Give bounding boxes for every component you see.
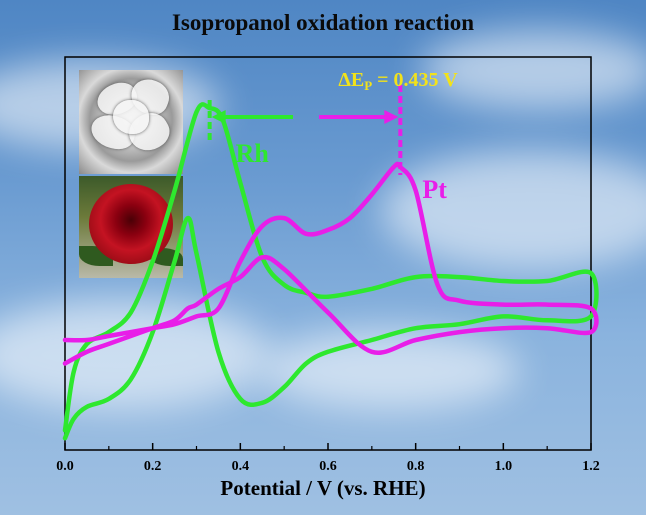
pt-arrow-head xyxy=(384,110,399,124)
x-tick-label: 0.6 xyxy=(319,459,337,474)
series-layer xyxy=(62,102,599,441)
rh-series-label: Rh xyxy=(236,139,270,168)
x-tick-label: 0.8 xyxy=(407,459,425,474)
cloud xyxy=(380,150,646,270)
axes: 0.0 0.2 0.4 0.6 0.8 1.0 1.2 xyxy=(56,56,600,474)
pt-series-label: Pt xyxy=(422,175,447,204)
chart-title: Isopropanol oxidation reaction xyxy=(171,10,475,35)
sem-micrograph-inset xyxy=(79,70,183,174)
delta-ep-label: ΔEP = 0.435 V xyxy=(338,69,458,93)
x-axis-label: Potential / V (vs. RHE) xyxy=(220,476,426,500)
rh-arrow-head xyxy=(211,110,226,124)
x-tick-label: 0.0 xyxy=(56,459,74,474)
annotation-layer: ΔEP = 0.435 V Rh Pt xyxy=(207,69,458,204)
cloud xyxy=(260,330,520,410)
x-tick-label: 1.2 xyxy=(582,459,600,474)
x-tick-label: 1.0 xyxy=(495,459,513,474)
cloud xyxy=(0,300,270,410)
x-tick-label: 0.2 xyxy=(144,459,162,474)
cloud xyxy=(420,30,646,110)
x-tick-label: 0.4 xyxy=(232,459,250,474)
series-line-pt xyxy=(62,161,599,366)
series-line-rh xyxy=(62,102,599,441)
rose-bloom xyxy=(89,184,173,264)
sem-petal xyxy=(113,100,149,134)
